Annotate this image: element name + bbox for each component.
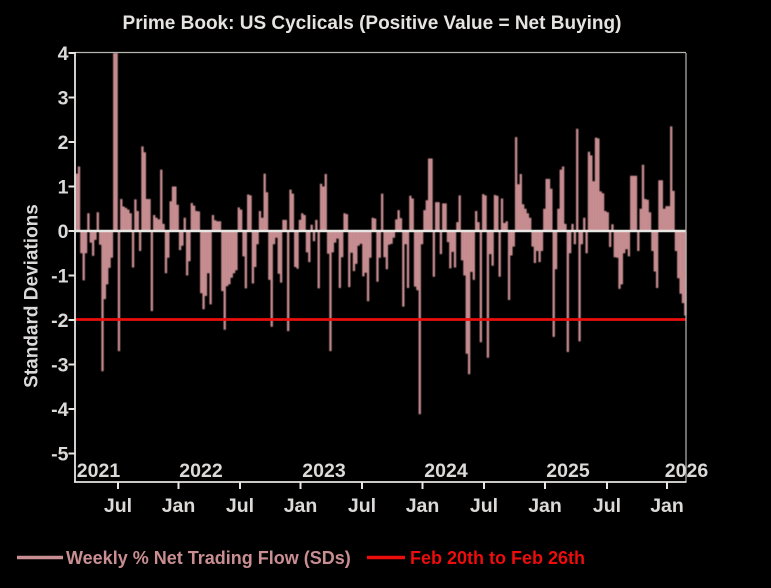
svg-text:-5: -5 [51, 444, 68, 466]
svg-text:Jul: Jul [104, 495, 132, 517]
svg-text:-2: -2 [51, 310, 68, 332]
svg-text:2021: 2021 [77, 460, 121, 482]
svg-text:4: 4 [58, 43, 69, 65]
svg-text:3: 3 [58, 88, 69, 110]
svg-text:1: 1 [58, 177, 69, 199]
svg-text:Jan: Jan [284, 495, 318, 517]
svg-text:2023: 2023 [302, 460, 346, 482]
svg-text:Prime Book: US Cyclicals (Posi: Prime Book: US Cyclicals (Positive Value… [123, 13, 622, 34]
svg-text:Jan: Jan [162, 495, 196, 517]
svg-text:2025: 2025 [546, 460, 590, 482]
svg-text:-3: -3 [51, 355, 68, 377]
svg-text:2024: 2024 [424, 460, 468, 482]
svg-text:Jul: Jul [226, 495, 254, 517]
svg-text:-1: -1 [51, 266, 68, 288]
svg-text:2026: 2026 [665, 460, 709, 482]
svg-text:-4: -4 [51, 399, 68, 421]
svg-text:Standard Deviations: Standard Deviations [22, 204, 43, 388]
svg-text:Jan: Jan [528, 495, 562, 517]
svg-text:Jul: Jul [593, 495, 621, 517]
svg-text:2022: 2022 [179, 460, 223, 482]
svg-text:0: 0 [58, 221, 69, 243]
svg-text:2: 2 [58, 132, 69, 154]
svg-text:Jul: Jul [470, 495, 498, 517]
svg-text:Feb 20th to Feb 26th: Feb 20th to Feb 26th [410, 548, 585, 568]
svg-text:Weekly % Net Trading Flow (SDs: Weekly % Net Trading Flow (SDs) [66, 548, 351, 568]
svg-text:Jan: Jan [650, 495, 684, 517]
svg-text:Jul: Jul [348, 495, 376, 517]
svg-text:Jan: Jan [406, 495, 440, 517]
